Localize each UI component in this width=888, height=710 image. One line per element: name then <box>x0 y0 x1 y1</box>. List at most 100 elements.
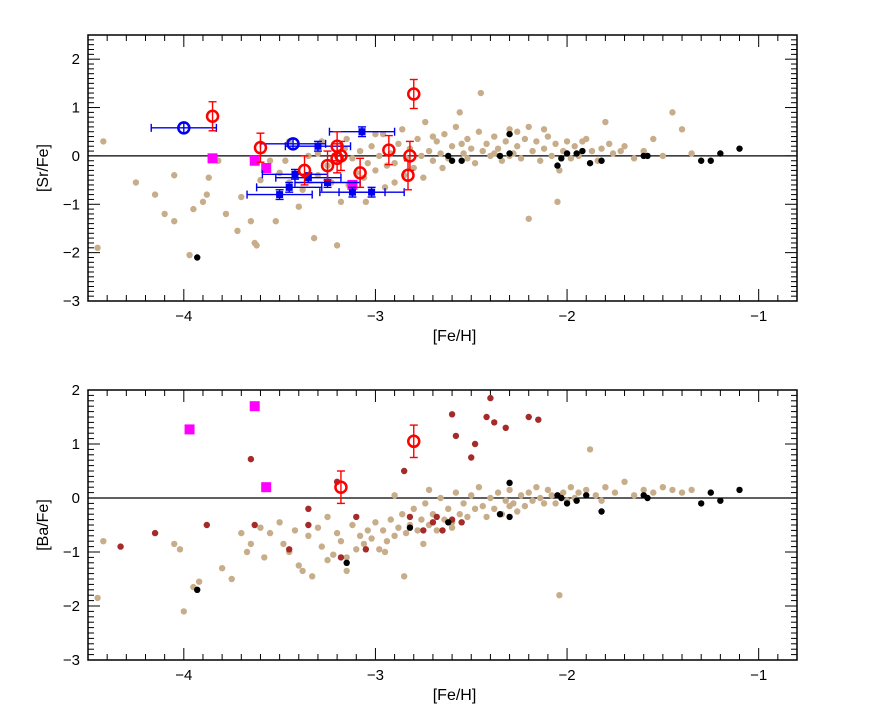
data-point <box>445 505 452 512</box>
data-point <box>506 513 513 521</box>
data-point <box>506 150 513 157</box>
data-point-square <box>324 179 332 187</box>
data-point <box>650 135 657 143</box>
data-point <box>420 527 427 534</box>
data-point <box>458 140 465 148</box>
data-point <box>554 198 561 206</box>
data-point <box>324 556 331 564</box>
data-point <box>383 538 391 545</box>
plot-frame <box>87 34 798 302</box>
x-tick-label: −2 <box>558 308 575 325</box>
data-point <box>238 193 245 201</box>
y-tick-label: −1 <box>63 196 80 213</box>
data-point <box>314 150 322 157</box>
data-point <box>471 440 479 448</box>
data-point <box>368 535 375 542</box>
data-point <box>514 508 521 515</box>
data-point-square <box>314 142 322 150</box>
x-tick-label: −3 <box>367 308 384 325</box>
data-point <box>362 198 370 206</box>
data-point <box>588 147 596 155</box>
data-point <box>567 484 575 491</box>
y-tick-label: −2 <box>63 598 80 615</box>
data-point <box>544 486 552 494</box>
data-point <box>609 150 617 157</box>
data-point <box>349 521 356 529</box>
data-point <box>540 500 548 507</box>
data-point <box>194 586 201 593</box>
data-point <box>425 147 433 155</box>
data-point <box>477 89 485 97</box>
data-point <box>422 118 429 126</box>
y-tick-label: 2 <box>72 51 80 68</box>
data-point <box>406 524 414 531</box>
data-point <box>697 500 705 507</box>
data-point <box>586 159 594 167</box>
data-point <box>592 492 599 499</box>
data-point-square <box>184 424 195 435</box>
data-point <box>337 538 345 545</box>
data-point <box>353 513 360 521</box>
y-tick-label: −1 <box>63 544 80 561</box>
data-point <box>418 516 425 523</box>
data-point-open-circle <box>353 166 367 180</box>
x-tick-label: −2 <box>558 667 575 684</box>
series-5 <box>150 121 327 151</box>
data-point <box>487 494 494 502</box>
series-5 <box>334 424 421 505</box>
data-point <box>552 140 559 148</box>
data-point <box>337 198 345 206</box>
data-point <box>433 527 440 534</box>
data-point <box>491 505 498 512</box>
data-point <box>194 254 201 261</box>
data-point <box>583 486 590 494</box>
series-1 <box>94 89 695 259</box>
data-point <box>402 529 410 537</box>
data-point <box>151 529 159 537</box>
data-point <box>266 157 274 164</box>
data-point <box>498 157 506 164</box>
data-point-open-circle <box>407 87 421 101</box>
data-point <box>479 147 486 155</box>
data-point-open-circle <box>286 137 300 151</box>
data-point <box>406 513 414 521</box>
data-point <box>171 540 178 548</box>
data-point <box>579 138 586 145</box>
data-point <box>617 147 624 155</box>
data-point <box>697 157 705 164</box>
data-point <box>243 548 251 556</box>
data-point-open-circle <box>205 109 220 124</box>
data-point <box>506 130 513 138</box>
data-point <box>218 565 226 572</box>
data-point <box>554 162 561 169</box>
data-point <box>343 567 350 575</box>
series-2 <box>194 130 743 261</box>
data-point <box>529 147 536 155</box>
data-point <box>573 497 580 504</box>
data-point <box>502 497 509 504</box>
data-point <box>688 486 695 494</box>
y-tick-label: −3 <box>63 652 80 669</box>
data-point <box>533 138 540 145</box>
data-point <box>203 191 211 198</box>
data-point <box>247 455 255 463</box>
data-point <box>659 484 667 491</box>
data-point <box>456 109 463 116</box>
data-point <box>494 489 502 496</box>
data-point <box>452 432 460 440</box>
data-point <box>471 505 479 512</box>
data-point <box>598 157 605 164</box>
y-tick-label: 0 <box>72 490 80 507</box>
data-point <box>688 150 695 157</box>
data-point <box>132 179 140 186</box>
data-point-square <box>261 482 272 493</box>
data-point <box>318 543 325 550</box>
data-point <box>391 532 398 539</box>
data-point <box>433 138 440 145</box>
data-point <box>573 150 580 157</box>
data-point <box>496 152 504 160</box>
data-point <box>464 513 471 521</box>
data-point-square <box>276 191 284 199</box>
data-point <box>558 494 565 502</box>
data-point <box>475 128 483 135</box>
